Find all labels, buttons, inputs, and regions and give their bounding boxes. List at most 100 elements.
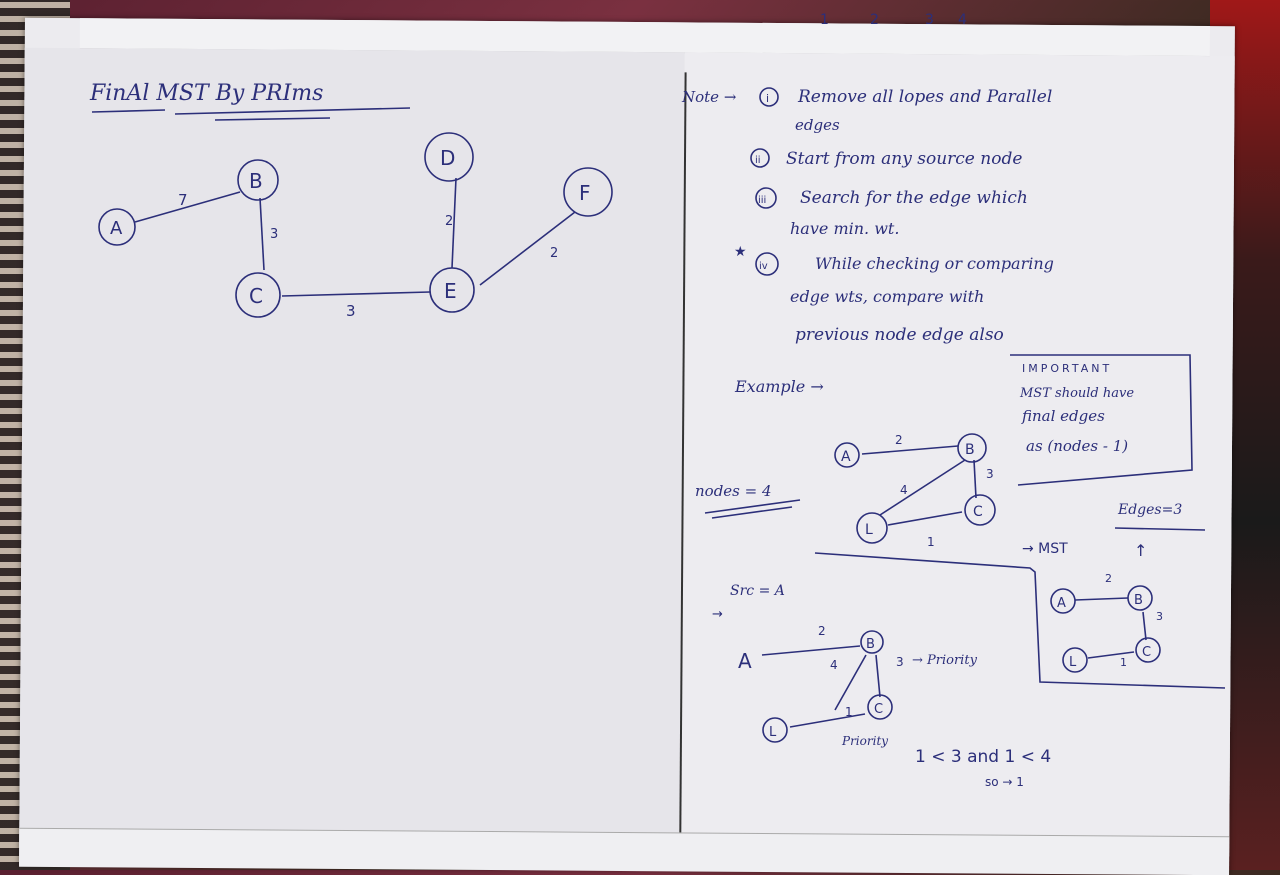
graph-node: D — [424, 132, 474, 182]
edge-weight: 3 — [270, 227, 278, 242]
svg-text:A: A — [1057, 596, 1066, 611]
example-edge — [861, 445, 959, 455]
src-node: A — [738, 649, 752, 673]
mst-node: A — [1050, 588, 1076, 614]
edge-weight: 2 — [550, 246, 558, 261]
svg-text:L: L — [865, 522, 873, 538]
svg-text:A: A — [841, 449, 851, 465]
svg-text:C: C — [874, 702, 883, 717]
star-mark: ★ — [734, 244, 747, 260]
graph-node: C — [235, 272, 281, 318]
src-graph-node: B — [860, 630, 884, 654]
svg-text:C: C — [973, 504, 983, 520]
svg-text:ii: ii — [755, 155, 761, 166]
note-item: iii Search for the edge which have min. … — [755, 187, 1028, 238]
svg-text:previous node edge also: previous node edge also — [795, 325, 1004, 345]
edge-weight: 1 — [1120, 656, 1127, 669]
src-edge — [789, 713, 866, 728]
edge-weight: 2 — [1105, 572, 1112, 585]
src-graph-node: C — [867, 694, 893, 720]
svg-text:A: A — [110, 218, 123, 239]
important-line: final edges — [1021, 407, 1105, 425]
priority-label: Priority — [841, 734, 888, 748]
mst-edge — [1074, 597, 1129, 601]
svg-text:L: L — [1069, 655, 1077, 670]
edge-ce — [281, 291, 431, 297]
svg-text:F: F — [579, 181, 591, 205]
edge-weight: 1 — [927, 535, 935, 549]
page-title: FinAl MST By PRIms — [89, 81, 323, 106]
svg-text:Search for the edge which: Search for the edge which — [800, 188, 1028, 208]
example-edge — [879, 459, 966, 516]
svg-text:D: D — [440, 146, 455, 170]
graph-node: A — [98, 208, 136, 246]
edge-weight: 3 — [896, 655, 904, 669]
edge-weight: 2 — [445, 214, 453, 229]
svg-text:Start from any source node: Start from any source node — [786, 149, 1022, 169]
edge-weight: 7 — [178, 191, 188, 209]
mst-edge — [1087, 651, 1135, 659]
src-edge — [834, 654, 867, 711]
edge-weight: 2 — [818, 624, 826, 638]
svg-text:edges: edges — [795, 116, 840, 134]
example-label: Example → — [734, 377, 824, 396]
important-heading: IMPORTANT — [1022, 362, 1112, 375]
edge-weight: 4 — [900, 483, 908, 497]
example-node: L — [856, 512, 888, 544]
mst-node: B — [1127, 585, 1153, 611]
svg-text:Remove all lopes and Parallel: Remove all lopes and Parallel — [797, 87, 1052, 107]
edge-weight: 2 — [895, 433, 903, 447]
svg-text:L: L — [769, 725, 777, 740]
note-label: Note → — [681, 88, 737, 106]
example-node: B — [957, 433, 987, 463]
note-item: ii Start from any source node — [750, 148, 1022, 169]
important-line: as (nodes - 1) — [1026, 437, 1128, 455]
divider-line — [814, 552, 1226, 689]
src-label: Src = A — [730, 583, 785, 599]
edge-de — [451, 177, 457, 269]
nodes-underline — [704, 499, 801, 514]
svg-text:i: i — [766, 92, 769, 105]
edges-count: Edges=3 — [1117, 502, 1182, 518]
tab-number: 2 — [870, 12, 879, 28]
edge-weight: 3 — [986, 467, 994, 481]
src-graph-node: L — [762, 717, 788, 743]
edge-ef — [479, 211, 576, 286]
important-line: MST should have — [1019, 386, 1134, 401]
graph-node: F — [563, 167, 613, 217]
tab-number: 1 — [820, 12, 829, 28]
graph-node: E — [429, 267, 475, 313]
mst-node: L — [1062, 647, 1088, 673]
edge-bc — [259, 197, 265, 271]
svg-text:edge wts, compare with: edge wts, compare with — [790, 287, 984, 306]
arrow-up: ↑ — [1134, 541, 1147, 560]
svg-text:iii: iii — [758, 195, 766, 206]
compare-text: 1 < 3 and 1 < 4 — [915, 747, 1051, 767]
mst-node: C — [1135, 637, 1161, 663]
so-text: so → 1 — [985, 775, 1024, 789]
edge-weight: 1 — [845, 705, 853, 719]
example-edge — [887, 511, 963, 526]
tab-number: 4 — [958, 12, 967, 28]
svg-text:iv: iv — [759, 261, 768, 272]
edges-underline — [1114, 527, 1206, 531]
nodes-underline — [711, 506, 793, 519]
graph-node: B — [237, 159, 279, 201]
priority-label: → Priority — [912, 653, 978, 668]
example-node: C — [964, 494, 996, 526]
example-node: A — [834, 442, 860, 468]
important-box — [1010, 354, 1193, 486]
title-underline — [91, 109, 166, 113]
note-item: iv While checking or comparing edge wts,… — [755, 252, 1054, 345]
src-edge — [875, 654, 881, 698]
edge-weight: 3 — [346, 302, 356, 320]
svg-text:have min. wt.: have min. wt. — [790, 219, 899, 238]
svg-text:C: C — [249, 284, 263, 308]
title-underline — [174, 107, 411, 115]
mst-edge — [1142, 611, 1147, 641]
arrow-mark: → — [712, 607, 723, 622]
svg-text:E: E — [444, 279, 457, 303]
svg-text:B: B — [866, 637, 875, 652]
svg-text:B: B — [249, 169, 263, 193]
